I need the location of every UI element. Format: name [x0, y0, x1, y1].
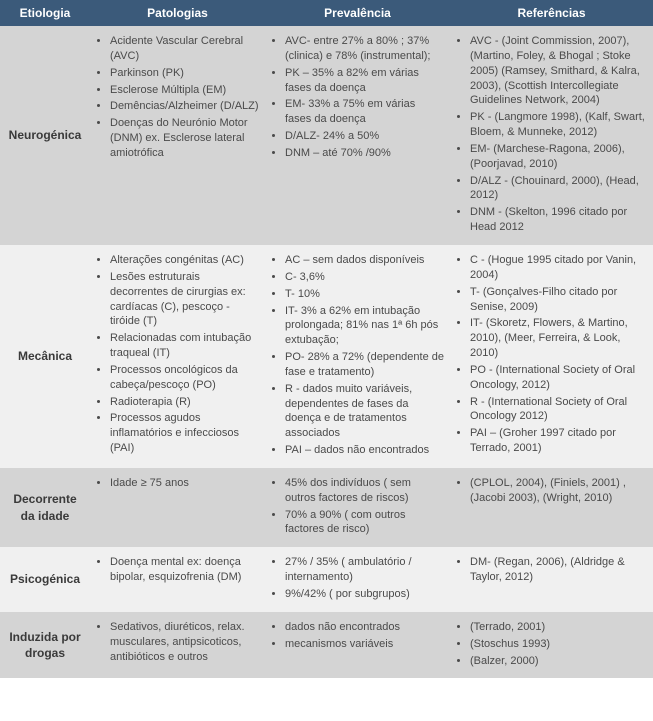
etiology-table: Etiologia Patologias Prevalência Referên…	[0, 0, 653, 678]
referencias-list: (Terrado, 2001) (Stoschus 1993) (Balzer, 2…	[456, 620, 647, 669]
list-item: IT- (Skoretz, Flowers, & Martino, 2010),…	[470, 316, 647, 361]
cell-etiologia: Mecânica	[0, 245, 90, 468]
list-item: C - (Hogue 1995 citado por Vanin, 2004)	[470, 253, 647, 283]
list-item: 27% / 35% ( ambulatório / internamento)	[285, 555, 444, 585]
referencias-list: DM- (Regan, 2006), (Aldridge & Taylor, 2…	[456, 555, 647, 585]
list-item: EM- (Marchese-Ragona, 2006), (Poorjavad,…	[470, 142, 647, 172]
list-item: PK - (Langmore 1998), (Kalf, Swart, Bloe…	[470, 110, 647, 140]
list-item: PO - (International Society of Oral Onco…	[470, 363, 647, 393]
referencias-list: AVC - (Joint Commission, 2007), (Martino…	[456, 34, 647, 235]
list-item: T- (Gonçalves-Filho citado por Senise, 2…	[470, 285, 647, 315]
cell-prevalencia: 45% dos indivíduos ( sem outros factores…	[265, 468, 450, 547]
prevalencia-list: 45% dos indivíduos ( sem outros factores…	[271, 476, 444, 537]
patologias-list: Doença mental ex: doença bipolar, esquiz…	[96, 555, 259, 585]
cell-etiologia: Induzida por drogas	[0, 612, 90, 679]
col-header-prevalencia: Prevalência	[265, 0, 450, 26]
list-item: Esclerose Múltipla (EM)	[110, 83, 259, 98]
list-item: R - dados muito variáveis, dependentes d…	[285, 382, 444, 441]
list-item: AVC- entre 27% a 80% ; 37% (clinica) e 7…	[285, 34, 444, 64]
prevalencia-list: AVC- entre 27% a 80% ; 37% (clinica) e 7…	[271, 34, 444, 161]
list-item: 45% dos indivíduos ( sem outros factores…	[285, 476, 444, 506]
patologias-list: Idade ≥ 75 anos	[96, 476, 259, 491]
cell-referencias: (Terrado, 2001) (Stoschus 1993) (Balzer, 2…	[450, 612, 653, 679]
list-item: Radioterapia (R)	[110, 395, 259, 410]
col-header-etiologia: Etiologia	[0, 0, 90, 26]
list-item: C- 3,6%	[285, 270, 444, 285]
cell-prevalencia: dados não encontrados mecanismos variávei…	[265, 612, 450, 679]
cell-prevalencia: AVC- entre 27% a 80% ; 37% (clinica) e 7…	[265, 26, 450, 245]
list-item: PO- 28% a 72% (dependente de fase e trat…	[285, 350, 444, 380]
list-item: Sedativos, diuréticos, relax. musculares…	[110, 620, 259, 665]
list-item: DNM – até 70% /90%	[285, 146, 444, 161]
list-item: IT- 3% a 62% em intubação prolongada; 81…	[285, 304, 444, 349]
list-item: PAI – (Groher 1997 citado por Terrado, 2…	[470, 426, 647, 456]
list-item: Processos oncológicos da cabeça/pescoço …	[110, 363, 259, 393]
table-row: NeurogénicaAcidente Vascular Cerebral (A…	[0, 26, 653, 245]
referencias-list: C - (Hogue 1995 citado por Vanin, 2004)T…	[456, 253, 647, 456]
table-row: Psicogénica Doença mental ex: doença bipo…	[0, 547, 653, 612]
table-row: Induzida por drogas Sedativos, diuréticos…	[0, 612, 653, 679]
list-item: (Terrado, 2001)	[470, 620, 647, 635]
list-item: Demências/Alzheimer (D/ALZ)	[110, 99, 259, 114]
list-item: D/ALZ - (Chouinard, 2000), (Head, 2012)	[470, 174, 647, 204]
list-item: Parkinson (PK)	[110, 66, 259, 81]
list-item: AC – sem dados disponíveis	[285, 253, 444, 268]
cell-prevalencia: AC – sem dados disponíveis C- 3,6% T- 10% I…	[265, 245, 450, 468]
list-item: 70% a 90% ( com outros factores de risco…	[285, 508, 444, 538]
cell-patologias: Idade ≥ 75 anos	[90, 468, 265, 547]
cell-patologias: Acidente Vascular Cerebral (AVC) Parkinso…	[90, 26, 265, 245]
list-item: (Balzer, 2000)	[470, 654, 647, 669]
list-item: Idade ≥ 75 anos	[110, 476, 259, 491]
patologias-list: Alterações congénitas (AC) Lesões estrutu…	[96, 253, 259, 456]
list-item: (Stoschus 1993)	[470, 637, 647, 652]
col-header-patologias: Patologias	[90, 0, 265, 26]
list-item: AVC - (Joint Commission, 2007), (Martino…	[470, 34, 647, 108]
list-item: EM- 33% a 75% em várias fases da doença	[285, 97, 444, 127]
cell-etiologia: Psicogénica	[0, 547, 90, 612]
cell-referencias: C - (Hogue 1995 citado por Vanin, 2004)T…	[450, 245, 653, 468]
cell-referencias: AVC - (Joint Commission, 2007), (Martino…	[450, 26, 653, 245]
list-item: PK – 35% a 82% em várias fases da doença	[285, 66, 444, 96]
list-item: Doenças do Neurónio Motor (DNM) ex. Escl…	[110, 116, 259, 161]
list-item: T- 10%	[285, 287, 444, 302]
list-item: Alterações congénitas (AC)	[110, 253, 259, 268]
patologias-list: Sedativos, diuréticos, relax. musculares…	[96, 620, 259, 665]
list-item: mecanismos variáveis	[285, 637, 444, 652]
list-item: DM- (Regan, 2006), (Aldridge & Taylor, 2…	[470, 555, 647, 585]
table-body: NeurogénicaAcidente Vascular Cerebral (A…	[0, 26, 653, 678]
list-item: Processos agudos inflamatórios e infecci…	[110, 411, 259, 456]
list-item: DNM - (Skelton, 1996 citado por Head 201…	[470, 205, 647, 235]
cell-etiologia: Decorrente da idade	[0, 468, 90, 547]
list-item: Lesões estruturais decorrentes de cirurg…	[110, 270, 259, 329]
list-item: (CPLOL, 2004), (Finiels, 2001) , (Jacobi…	[470, 476, 647, 506]
cell-patologias: Alterações congénitas (AC) Lesões estrutu…	[90, 245, 265, 468]
prevalencia-list: AC – sem dados disponíveis C- 3,6% T- 10% I…	[271, 253, 444, 458]
referencias-list: (CPLOL, 2004), (Finiels, 2001) , (Jacobi…	[456, 476, 647, 506]
list-item: R - (International Society of Oral Oncol…	[470, 395, 647, 425]
cell-patologias: Doença mental ex: doença bipolar, esquiz…	[90, 547, 265, 612]
table-row: Mecânica Alterações congénitas (AC) Lesões…	[0, 245, 653, 468]
list-item: PAI – dados não encontrados	[285, 443, 444, 458]
prevalencia-list: dados não encontrados mecanismos variávei…	[271, 620, 444, 652]
cell-referencias: DM- (Regan, 2006), (Aldridge & Taylor, 2…	[450, 547, 653, 612]
cell-referencias: (CPLOL, 2004), (Finiels, 2001) , (Jacobi…	[450, 468, 653, 547]
list-item: dados não encontrados	[285, 620, 444, 635]
list-item: Acidente Vascular Cerebral (AVC)	[110, 34, 259, 64]
cell-prevalencia: 27% / 35% ( ambulatório / internamento) 9…	[265, 547, 450, 612]
list-item: Relacionadas com intubação traqueal (IT)	[110, 331, 259, 361]
cell-patologias: Sedativos, diuréticos, relax. musculares…	[90, 612, 265, 679]
cell-etiologia: Neurogénica	[0, 26, 90, 245]
table-row: Decorrente da idade Idade ≥ 75 anos 45% do…	[0, 468, 653, 547]
list-item: Doença mental ex: doença bipolar, esquiz…	[110, 555, 259, 585]
patologias-list: Acidente Vascular Cerebral (AVC) Parkinso…	[96, 34, 259, 161]
table-header-row: Etiologia Patologias Prevalência Referên…	[0, 0, 653, 26]
list-item: D/ALZ- 24% a 50%	[285, 129, 444, 144]
col-header-referencias: Referências	[450, 0, 653, 26]
list-item: 9%/42% ( por subgrupos)	[285, 587, 444, 602]
prevalencia-list: 27% / 35% ( ambulatório / internamento) 9…	[271, 555, 444, 602]
